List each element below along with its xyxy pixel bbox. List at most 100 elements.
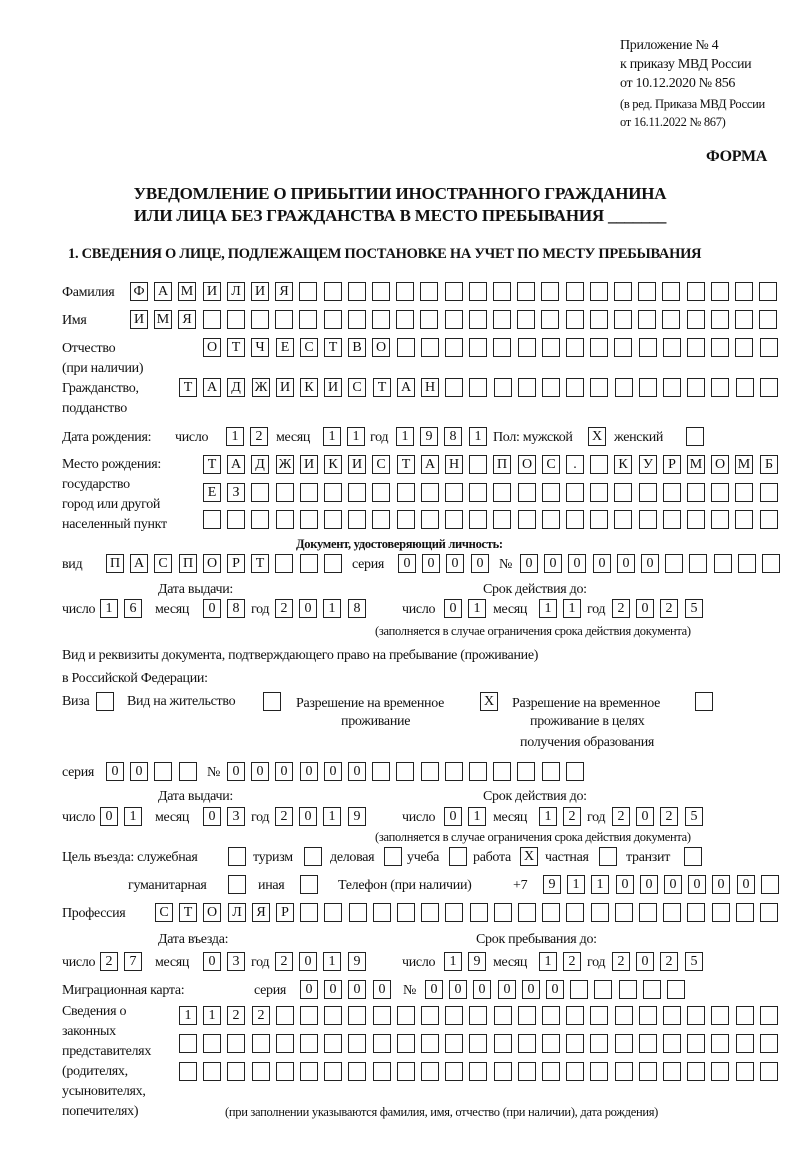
char-cell[interactable]: 0	[544, 554, 562, 573]
char-cell[interactable]	[445, 510, 463, 529]
char-cell[interactable]	[590, 483, 608, 502]
char-cell[interactable]	[712, 903, 730, 922]
char-cell[interactable]	[324, 903, 342, 922]
char-cell[interactable]: П	[179, 554, 197, 573]
char-cell[interactable]	[541, 282, 559, 301]
char-cell[interactable]: О	[203, 903, 221, 922]
char-cell[interactable]	[542, 903, 560, 922]
char-cell[interactable]: С	[348, 378, 366, 397]
char-cell[interactable]	[760, 483, 778, 502]
char-cell[interactable]: 7	[124, 952, 142, 971]
char-cell[interactable]	[590, 338, 608, 357]
char-cell[interactable]	[251, 310, 269, 329]
char-cell[interactable]: П	[493, 455, 511, 474]
char-cell[interactable]	[518, 1006, 536, 1025]
char-cell[interactable]	[518, 483, 536, 502]
char-cell[interactable]: 0	[348, 980, 366, 999]
char-cell[interactable]: И	[300, 455, 318, 474]
char-cell[interactable]	[421, 762, 439, 781]
char-cell[interactable]	[638, 282, 656, 301]
char-cell[interactable]: Р	[227, 554, 245, 573]
char-cell[interactable]	[566, 510, 584, 529]
char-cell[interactable]	[493, 310, 511, 329]
char-cell[interactable]	[663, 378, 681, 397]
char-cell[interactable]	[615, 903, 633, 922]
char-cell[interactable]	[203, 310, 221, 329]
char-cell[interactable]	[738, 554, 756, 573]
char-cell[interactable]	[300, 554, 318, 573]
char-cell[interactable]	[736, 1062, 754, 1081]
char-cell[interactable]	[590, 1062, 608, 1081]
char-cell[interactable]: А	[397, 378, 415, 397]
char-cell[interactable]	[711, 510, 729, 529]
char-cell[interactable]: 0	[300, 980, 318, 999]
purpose-official-checkbox[interactable]	[228, 847, 246, 866]
char-cell[interactable]	[469, 310, 487, 329]
char-cell[interactable]	[736, 1006, 754, 1025]
char-cell[interactable]: В	[348, 338, 366, 357]
char-cell[interactable]	[421, 903, 439, 922]
char-cell[interactable]	[614, 338, 632, 357]
char-cell[interactable]: 1	[323, 807, 341, 826]
char-cell[interactable]: М	[735, 455, 753, 474]
char-cell[interactable]	[687, 282, 705, 301]
char-cell[interactable]	[470, 903, 488, 922]
char-cell[interactable]	[662, 282, 680, 301]
char-cell[interactable]: Я	[178, 310, 196, 329]
char-cell[interactable]: 2	[275, 807, 293, 826]
char-cell[interactable]	[735, 483, 753, 502]
char-cell[interactable]	[276, 1006, 294, 1025]
char-cell[interactable]	[445, 1006, 463, 1025]
char-cell[interactable]: С	[154, 554, 172, 573]
char-cell[interactable]	[154, 762, 172, 781]
visa-checkbox[interactable]	[96, 692, 114, 711]
char-cell[interactable]	[324, 1006, 342, 1025]
sex-female-checkbox[interactable]	[686, 427, 704, 446]
char-cell[interactable]: 0	[449, 980, 467, 999]
char-cell[interactable]: 2	[563, 807, 581, 826]
char-cell[interactable]	[420, 310, 438, 329]
char-cell[interactable]: 0	[324, 762, 342, 781]
char-cell[interactable]	[421, 483, 439, 502]
char-cell[interactable]	[469, 455, 487, 474]
char-cell[interactable]: А	[421, 455, 439, 474]
char-cell[interactable]	[736, 378, 754, 397]
char-cell[interactable]	[566, 310, 584, 329]
char-cell[interactable]	[687, 310, 705, 329]
char-cell[interactable]: 0	[299, 599, 317, 618]
char-cell[interactable]	[252, 1034, 270, 1053]
char-cell[interactable]	[566, 903, 584, 922]
char-cell[interactable]: 3	[227, 807, 245, 826]
char-cell[interactable]: 1	[444, 952, 462, 971]
char-cell[interactable]	[590, 378, 608, 397]
char-cell[interactable]: Т	[227, 338, 245, 357]
char-cell[interactable]: С	[372, 455, 390, 474]
char-cell[interactable]	[638, 310, 656, 329]
char-cell[interactable]: 1	[226, 427, 244, 446]
char-cell[interactable]	[348, 483, 366, 502]
char-cell[interactable]	[518, 903, 536, 922]
char-cell[interactable]	[324, 483, 342, 502]
char-cell[interactable]: 0	[444, 599, 462, 618]
char-cell[interactable]	[300, 1034, 318, 1053]
char-cell[interactable]	[276, 1034, 294, 1053]
char-cell[interactable]: 1	[539, 952, 557, 971]
char-cell[interactable]: 0	[299, 952, 317, 971]
char-cell[interactable]: 2	[660, 807, 678, 826]
char-cell[interactable]	[348, 1062, 366, 1081]
purpose-tourism-checkbox[interactable]	[304, 847, 322, 866]
char-cell[interactable]: 1	[396, 427, 414, 446]
char-cell[interactable]: 1	[323, 952, 341, 971]
char-cell[interactable]	[687, 1034, 705, 1053]
char-cell[interactable]	[348, 1006, 366, 1025]
char-cell[interactable]: Л	[228, 903, 246, 922]
char-cell[interactable]: 0	[130, 762, 148, 781]
char-cell[interactable]: О	[372, 338, 390, 357]
char-cell[interactable]	[760, 1062, 778, 1081]
char-cell[interactable]	[300, 903, 318, 922]
char-cell[interactable]	[566, 338, 584, 357]
char-cell[interactable]: 9	[468, 952, 486, 971]
char-cell[interactable]: 0	[471, 554, 489, 573]
char-cell[interactable]	[590, 1006, 608, 1025]
char-cell[interactable]	[445, 1034, 463, 1053]
